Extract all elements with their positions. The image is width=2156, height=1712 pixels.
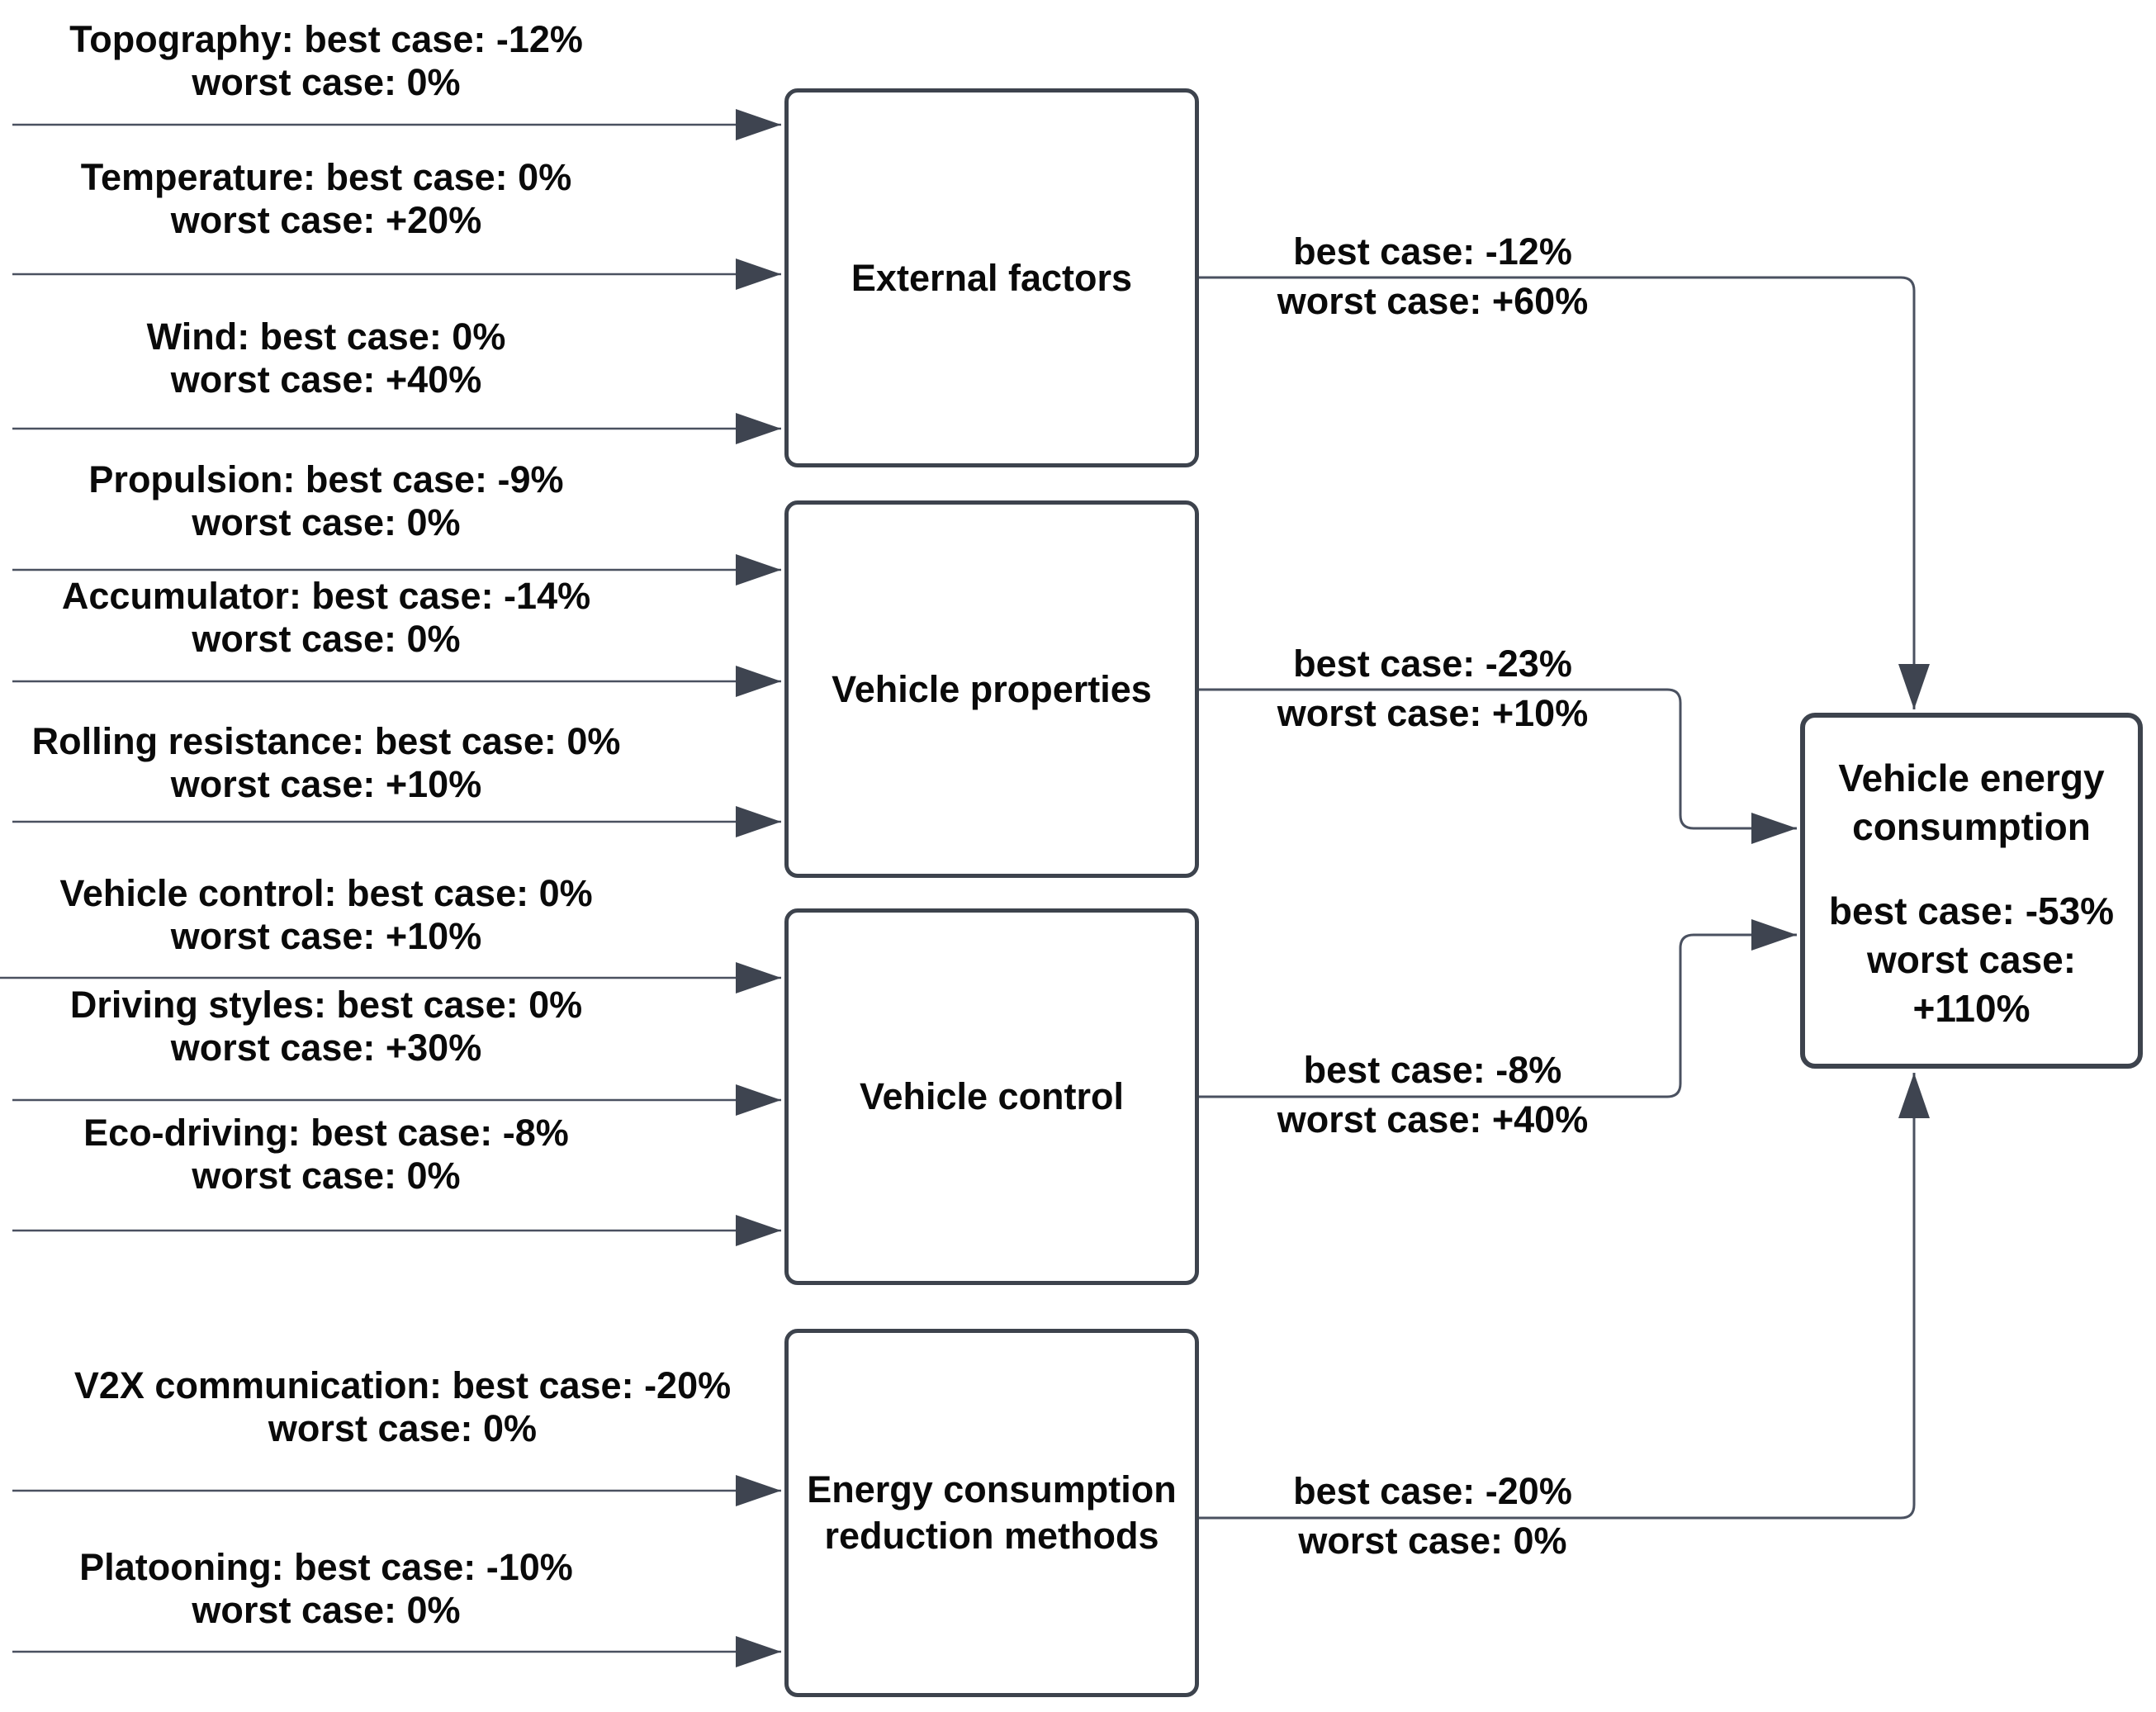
input-label-line: Vehicle control: best case: 0%: [59, 872, 593, 914]
input-label-driving-styles: Driving styles: best case: 0% worst case…: [0, 984, 652, 1069]
input-label-line: Rolling resistance: best case: 0%: [31, 720, 621, 762]
input-label-eco-driving: Eco-driving: best case: -8% worst case: …: [0, 1112, 652, 1197]
energy-box-result: best case: -53% worst case: +110%: [1829, 887, 2114, 1033]
input-label-line: worst case: +10%: [170, 763, 482, 805]
edge-label-line: worst case: +10%: [1277, 692, 1589, 734]
edge-label-line: best case: -23%: [1293, 643, 1572, 685]
input-label-line: Topography: best case: -12%: [69, 18, 583, 60]
input-label-platooning: Platooning: best case: -10% worst case: …: [0, 1546, 652, 1632]
energy-box-title-line: Vehicle energy: [1838, 756, 2105, 799]
input-label-line: Driving styles: best case: 0%: [69, 984, 583, 1026]
energy-box-title-line: consumption: [1852, 805, 2091, 848]
edge-label-vehicle-control: best case: -8% worst case: +40%: [1255, 1046, 1610, 1145]
input-label-vehicle-control: Vehicle control: best case: 0% worst cas…: [0, 872, 652, 958]
input-label-line: worst case: 0%: [192, 61, 461, 103]
edge-vehicle-control-to-energy: [1199, 919, 1797, 1098]
input-label-propulsion: Propulsion: best case: -9% worst case: 0…: [0, 458, 652, 544]
vehicle-properties-box: Vehicle properties: [784, 500, 1199, 878]
input-label-temperature: Temperature: best case: 0% worst case: +…: [0, 156, 652, 242]
energy-box-result-line: best case: -53%: [1828, 889, 2115, 932]
reduction-methods-box: Energy consumption reduction methods: [784, 1329, 1199, 1697]
input-label-line: Accumulator: best case: -14%: [61, 575, 591, 617]
input-label-line: Wind: best case: 0%: [146, 315, 506, 358]
input-label-line: worst case: +10%: [170, 915, 482, 957]
box-title: Vehicle control: [859, 1075, 1125, 1117]
input-label-line: Platooning: best case: -10%: [79, 1546, 573, 1588]
input-label-line: worst case: 0%: [192, 1155, 461, 1197]
input-label-rolling-resistance: Rolling resistance: best case: 0% worst …: [0, 720, 652, 806]
box-title: Energy consumption: [807, 1468, 1177, 1510]
edge-vehicle-properties-to-energy: [1199, 688, 1797, 844]
external-factors-box: External factors: [784, 88, 1199, 467]
input-label-line: worst case: 0%: [192, 1589, 461, 1631]
box-title: External factors: [851, 256, 1133, 299]
edge-label-line: best case: -20%: [1293, 1470, 1572, 1512]
energy-box-title: Vehicle energy consumption: [1838, 754, 2104, 851]
edge-label-line: worst case: +40%: [1277, 1098, 1589, 1141]
input-label-line: V2X communication: best case: -20%: [73, 1364, 732, 1406]
input-label-line: Eco-driving: best case: -8%: [83, 1112, 569, 1154]
edge-reduction-methods-to-energy: [1199, 1073, 1930, 1520]
input-label-v2x-communication: V2X communication: best case: -20% worst…: [0, 1364, 805, 1450]
vehicle-control-box: Vehicle control: [784, 908, 1199, 1285]
input-label-accumulator: Accumulator: best case: -14% worst case:…: [0, 575, 652, 661]
input-label-line: Temperature: best case: 0%: [80, 156, 572, 198]
edge-external-factors-to-energy: [1199, 276, 1930, 709]
edge-label-line: worst case: 0%: [1298, 1520, 1567, 1562]
input-label-line: worst case: 0%: [192, 501, 461, 543]
edge-label-line: worst case: +60%: [1277, 280, 1589, 322]
energy-box-result-line: +110%: [1912, 987, 2030, 1030]
input-label-line: worst case: 0%: [268, 1407, 538, 1449]
box-title: Vehicle properties: [832, 667, 1152, 710]
vehicle-energy-consumption-box: Vehicle energy consumption best case: -5…: [1800, 713, 2143, 1069]
input-label-line: worst case: 0%: [192, 618, 461, 660]
input-label-line: worst case: +20%: [170, 199, 482, 241]
energy-box-result-line: worst case:: [1866, 938, 2077, 981]
input-label-line: worst case: +40%: [170, 358, 482, 401]
edge-label-line: best case: -12%: [1293, 230, 1572, 273]
edge-label-external-factors: best case: -12% worst case: +60%: [1255, 227, 1610, 326]
edge-label-reduction-methods: best case: -20% worst case: 0%: [1255, 1467, 1610, 1566]
input-label-line: Propulsion: best case: -9%: [88, 458, 564, 500]
edge-label-line: best case: -8%: [1303, 1049, 1562, 1091]
input-label-wind: Wind: best case: 0% worst case: +40%: [0, 315, 652, 401]
edge-label-vehicle-properties: best case: -23% worst case: +10%: [1255, 639, 1610, 738]
input-label-line: worst case: +30%: [170, 1027, 482, 1069]
box-title: reduction methods: [824, 1515, 1159, 1557]
input-label-topography: Topography: best case: -12% worst case: …: [0, 18, 652, 104]
